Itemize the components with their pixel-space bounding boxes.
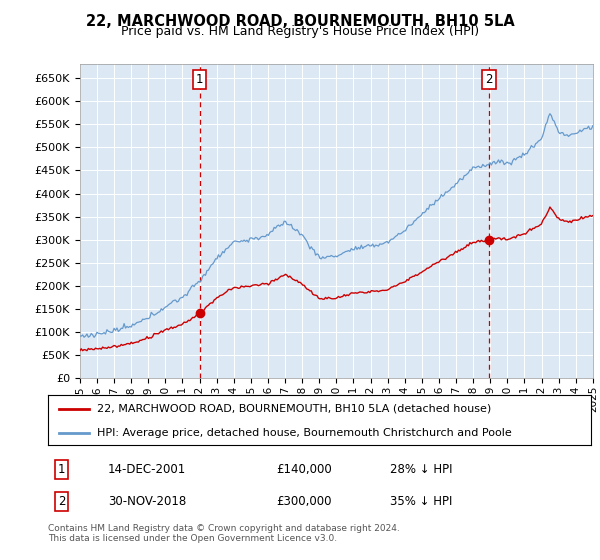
Text: 22, MARCHWOOD ROAD, BOURNEMOUTH, BH10 5LA: 22, MARCHWOOD ROAD, BOURNEMOUTH, BH10 5L… <box>86 14 514 29</box>
Text: 22, MARCHWOOD ROAD, BOURNEMOUTH, BH10 5LA (detached house): 22, MARCHWOOD ROAD, BOURNEMOUTH, BH10 5L… <box>97 404 491 414</box>
Text: 1: 1 <box>58 463 65 475</box>
Text: 14-DEC-2001: 14-DEC-2001 <box>108 463 186 475</box>
Text: 28% ↓ HPI: 28% ↓ HPI <box>390 463 452 475</box>
Text: 1: 1 <box>196 73 203 86</box>
Text: 2: 2 <box>485 73 493 86</box>
Text: £300,000: £300,000 <box>276 494 332 508</box>
Text: 30-NOV-2018: 30-NOV-2018 <box>108 494 186 508</box>
Text: HPI: Average price, detached house, Bournemouth Christchurch and Poole: HPI: Average price, detached house, Bour… <box>97 428 512 437</box>
Text: 35% ↓ HPI: 35% ↓ HPI <box>390 494 452 508</box>
Text: £140,000: £140,000 <box>276 463 332 475</box>
Text: 2: 2 <box>58 494 65 508</box>
Text: Price paid vs. HM Land Registry's House Price Index (HPI): Price paid vs. HM Land Registry's House … <box>121 25 479 38</box>
Text: Contains HM Land Registry data © Crown copyright and database right 2024.
This d: Contains HM Land Registry data © Crown c… <box>48 524 400 543</box>
